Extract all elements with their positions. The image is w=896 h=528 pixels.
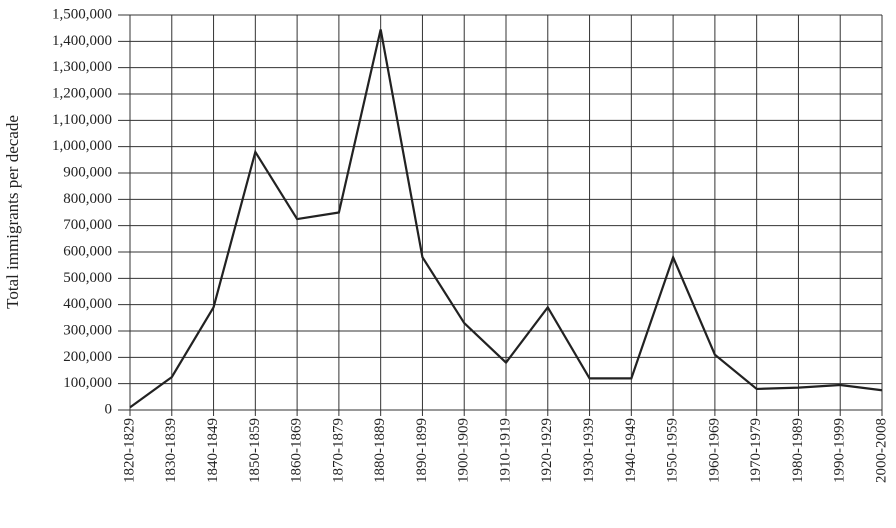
y-tick-label: 1,000,000	[52, 138, 112, 154]
y-tick-label: 1,400,000	[52, 33, 112, 49]
y-tick-label: 1,200,000	[52, 85, 112, 101]
data-line	[129, 29, 883, 409]
y-tick-label: 400,000	[63, 296, 112, 312]
x-tick-label: 1920-1929	[539, 418, 555, 483]
y-tick-label: 1,100,000	[52, 112, 112, 128]
y-axis-label: Total immigrants per decade	[3, 115, 22, 309]
y-tick-label: 1,500,000	[52, 6, 112, 22]
x-tick-label: 1950-1959	[665, 418, 681, 483]
x-tick-label: 1850-1859	[247, 418, 263, 483]
y-tick-label: 600,000	[63, 243, 112, 259]
x-tick-label: 1880-1889	[372, 418, 388, 483]
y-tick-label: 1,300,000	[52, 59, 112, 75]
y-tick-label: 700,000	[63, 217, 112, 233]
y-tick-label: 100,000	[63, 375, 112, 391]
x-tick-label: 1960-1969	[706, 418, 722, 483]
x-tick-label: 1910-1919	[497, 418, 513, 483]
y-tick-label: 200,000	[63, 349, 112, 365]
y-tick-label: 300,000	[63, 322, 112, 338]
x-tick-label: 1830-1839	[163, 418, 179, 483]
x-tick-label: 1900-1909	[456, 418, 472, 483]
y-tick-label: 500,000	[63, 270, 112, 286]
x-tick-label: 1860-1869	[289, 418, 305, 483]
y-tick-label: 800,000	[63, 191, 112, 207]
x-tick-label: 1930-1939	[581, 418, 597, 483]
y-tick-label: 900,000	[63, 164, 112, 180]
x-tick-label: 1820-1829	[121, 418, 137, 483]
x-tick-label: 1890-1899	[414, 418, 430, 483]
x-tick-label: 1840-1849	[205, 418, 221, 483]
x-tick-label: 1980-1989	[790, 418, 806, 483]
x-tick-label: 2000-2008	[873, 418, 889, 483]
x-tick-label: 1970-1979	[748, 418, 764, 483]
x-tick-label: 1940-1949	[623, 418, 639, 483]
x-tick-label: 1990-1999	[832, 418, 848, 483]
x-tick-label: 1870-1879	[330, 418, 346, 483]
y-tick-label: 0	[105, 401, 113, 417]
